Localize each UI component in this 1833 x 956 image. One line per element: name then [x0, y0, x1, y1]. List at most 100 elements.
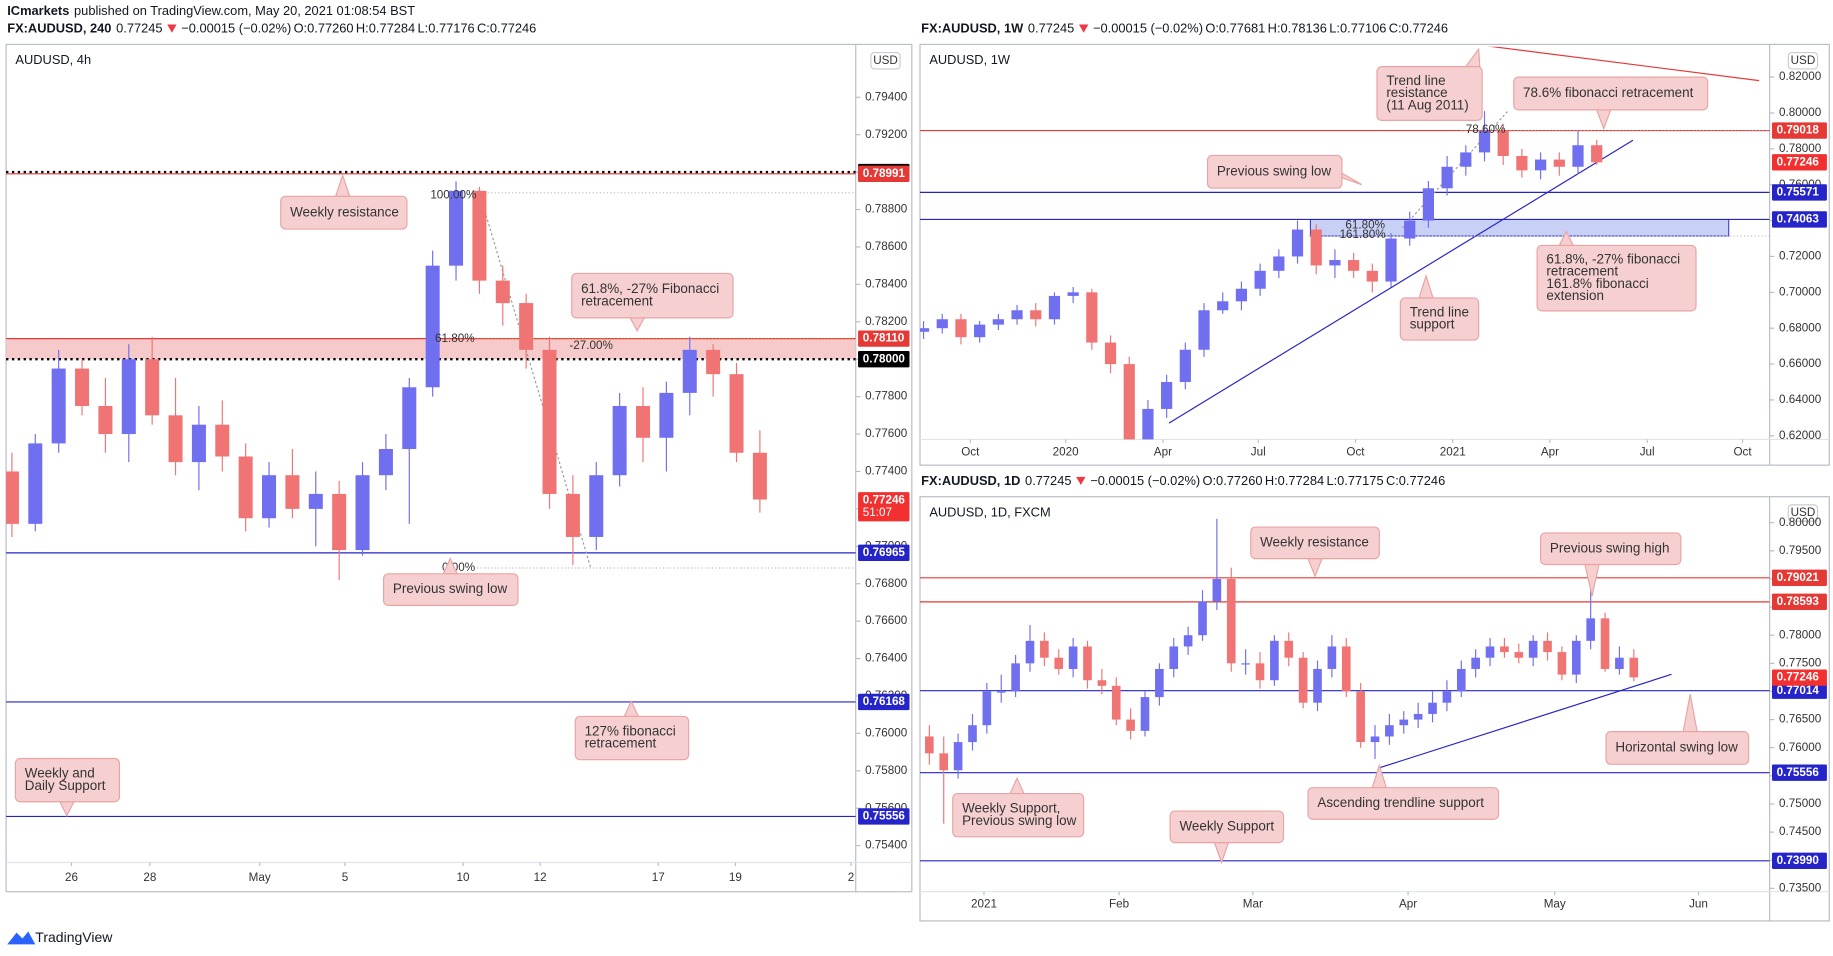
callout-box	[1307, 787, 1500, 820]
candle-body	[659, 392, 674, 438]
candle-body	[1629, 657, 1639, 678]
candle-body	[1460, 152, 1472, 167]
pane-frame	[919, 496, 1830, 922]
price-tag	[1771, 569, 1827, 586]
candle-body	[729, 374, 744, 453]
candle-body	[1500, 646, 1509, 653]
candle-body	[1048, 295, 1061, 320]
callout-box	[280, 195, 408, 230]
callout-text: support	[1410, 317, 1455, 332]
candle-body	[1104, 342, 1117, 365]
price-tag	[1771, 682, 1827, 699]
candle-body	[1198, 310, 1210, 350]
candle-body	[1413, 713, 1423, 720]
callout-box	[1250, 526, 1380, 560]
candle-body	[1030, 310, 1042, 320]
candle-body	[1011, 310, 1023, 320]
candle-body	[1516, 155, 1528, 171]
header-text: 0.77245	[1028, 21, 1074, 36]
candle-body	[1572, 145, 1584, 167]
callout-box	[1376, 66, 1483, 121]
candle-body	[1254, 270, 1266, 289]
candle-body	[262, 475, 277, 519]
down-arrow	[1079, 24, 1089, 33]
candle-body	[1586, 618, 1595, 641]
price-tag-label: 0.78593	[1777, 595, 1820, 608]
x-tick-label: May	[249, 871, 271, 884]
candle-body	[1067, 292, 1079, 296]
x-tick-label: Jul	[1640, 445, 1655, 458]
candle-body	[1528, 640, 1538, 658]
candle-body	[939, 753, 949, 771]
candle-body	[355, 475, 370, 551]
x-tick-label: Oct	[1733, 445, 1752, 458]
candle-body	[1183, 635, 1193, 647]
callout-text: retracement	[585, 736, 657, 751]
y-tick-label: 0.78800	[865, 203, 908, 216]
price-tag	[1771, 593, 1827, 611]
plot-area	[920, 46, 1770, 440]
callout-text: Weekly and	[25, 766, 95, 781]
y-tick-label: 0.62000	[1779, 429, 1822, 442]
header-text: FX:AUDUSD, 1D	[921, 473, 1020, 488]
candle-body	[982, 691, 992, 726]
tradingview-logo	[7, 931, 36, 945]
header-text: 0.77245	[1025, 473, 1071, 488]
candle-body	[1284, 640, 1294, 658]
x-tick-label: 5	[342, 871, 349, 884]
candle-body	[682, 349, 697, 393]
currency-box	[1787, 504, 1819, 522]
price-tag-label: 0.77246	[863, 493, 906, 506]
x-tick-label: 19	[729, 871, 742, 884]
header-text: 0.77284	[369, 21, 415, 36]
price-tag-label: 0.75556	[1777, 766, 1820, 779]
price-tag	[1771, 852, 1827, 869]
candle-body	[1591, 145, 1603, 163]
candle-body	[1471, 657, 1480, 669]
candle-body	[1327, 646, 1337, 669]
price-tag-label: 0.77014	[1777, 684, 1820, 697]
candle-body	[925, 736, 934, 754]
price-tag-label: 0.78110	[863, 332, 905, 345]
price-tag-label: 0.74063	[1777, 213, 1820, 226]
callout-text: Trend line	[1410, 304, 1469, 319]
y-tick-label: 0.74500	[1779, 825, 1822, 838]
x-tick-label: Mar	[1243, 898, 1263, 911]
candle-body	[1273, 256, 1285, 271]
candle-body	[1385, 238, 1397, 282]
candle-body	[1291, 229, 1304, 257]
header-text: C:	[1389, 21, 1402, 36]
price-tag-label: 0.79018	[1777, 124, 1820, 137]
y-tick-label: 0.76600	[865, 614, 908, 627]
candle-body	[1142, 408, 1154, 440]
plot-area	[6, 170, 856, 818]
callout-text: 161.8% fibonacci	[1546, 276, 1648, 291]
price-tag	[858, 165, 910, 182]
callout-box	[1206, 154, 1343, 189]
candle-body	[1497, 130, 1509, 156]
candle-body	[1235, 288, 1248, 302]
header-text: 0.77260	[307, 21, 353, 36]
candle-body	[215, 424, 230, 457]
price-tag	[858, 351, 910, 368]
candle-body	[1557, 652, 1567, 675]
callout-box	[14, 757, 121, 803]
callout-box	[1513, 76, 1709, 111]
candle-body	[992, 319, 1004, 325]
price-tag	[858, 693, 910, 711]
candle-body	[168, 415, 183, 463]
candle-body	[51, 368, 66, 444]
fib-label: 78.60%	[1466, 123, 1506, 136]
candle-body	[1270, 640, 1279, 681]
candle-body	[996, 691, 1006, 693]
x-tick-label: Apr	[1154, 445, 1172, 458]
callout-box	[574, 715, 690, 761]
candle-body	[1571, 640, 1581, 675]
candle-body	[706, 349, 721, 375]
candle-body	[1485, 646, 1495, 658]
currency-box	[1787, 52, 1819, 70]
callout-box	[1169, 810, 1285, 844]
callout-text: extension	[1546, 288, 1604, 303]
